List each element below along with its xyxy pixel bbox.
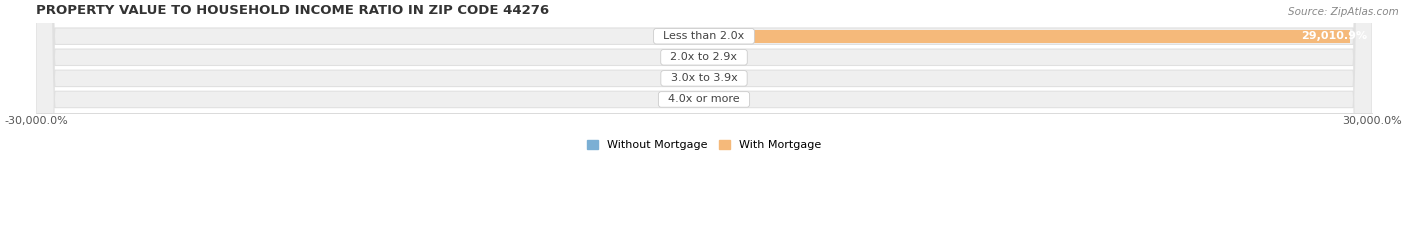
Text: 7.9%: 7.9% [671,52,699,62]
FancyBboxPatch shape [37,0,1372,233]
Text: 2.0x to 2.9x: 2.0x to 2.9x [664,52,745,62]
Text: 20.7%: 20.7% [664,73,699,83]
Legend: Without Mortgage, With Mortgage: Without Mortgage, With Mortgage [582,136,825,155]
Bar [704,30,1350,43]
Text: 7.8%: 7.8% [709,94,737,104]
Text: Source: ZipAtlas.com: Source: ZipAtlas.com [1288,7,1399,17]
FancyBboxPatch shape [37,0,1372,233]
Text: 4.0x or more: 4.0x or more [661,94,747,104]
Text: 39.3%: 39.3% [710,52,745,62]
FancyBboxPatch shape [37,0,1372,233]
Text: 3.0x to 3.9x: 3.0x to 3.9x [664,73,744,83]
Text: 29,010.9%: 29,010.9% [1302,31,1368,41]
Text: 35.4%: 35.4% [664,94,699,104]
Text: PROPERTY VALUE TO HOUSEHOLD INCOME RATIO IN ZIP CODE 44276: PROPERTY VALUE TO HOUSEHOLD INCOME RATIO… [37,4,550,17]
FancyBboxPatch shape [37,0,1372,233]
Text: 38.9%: 38.9% [709,73,745,83]
Text: Less than 2.0x: Less than 2.0x [657,31,752,41]
Text: 36.0%: 36.0% [664,31,699,41]
